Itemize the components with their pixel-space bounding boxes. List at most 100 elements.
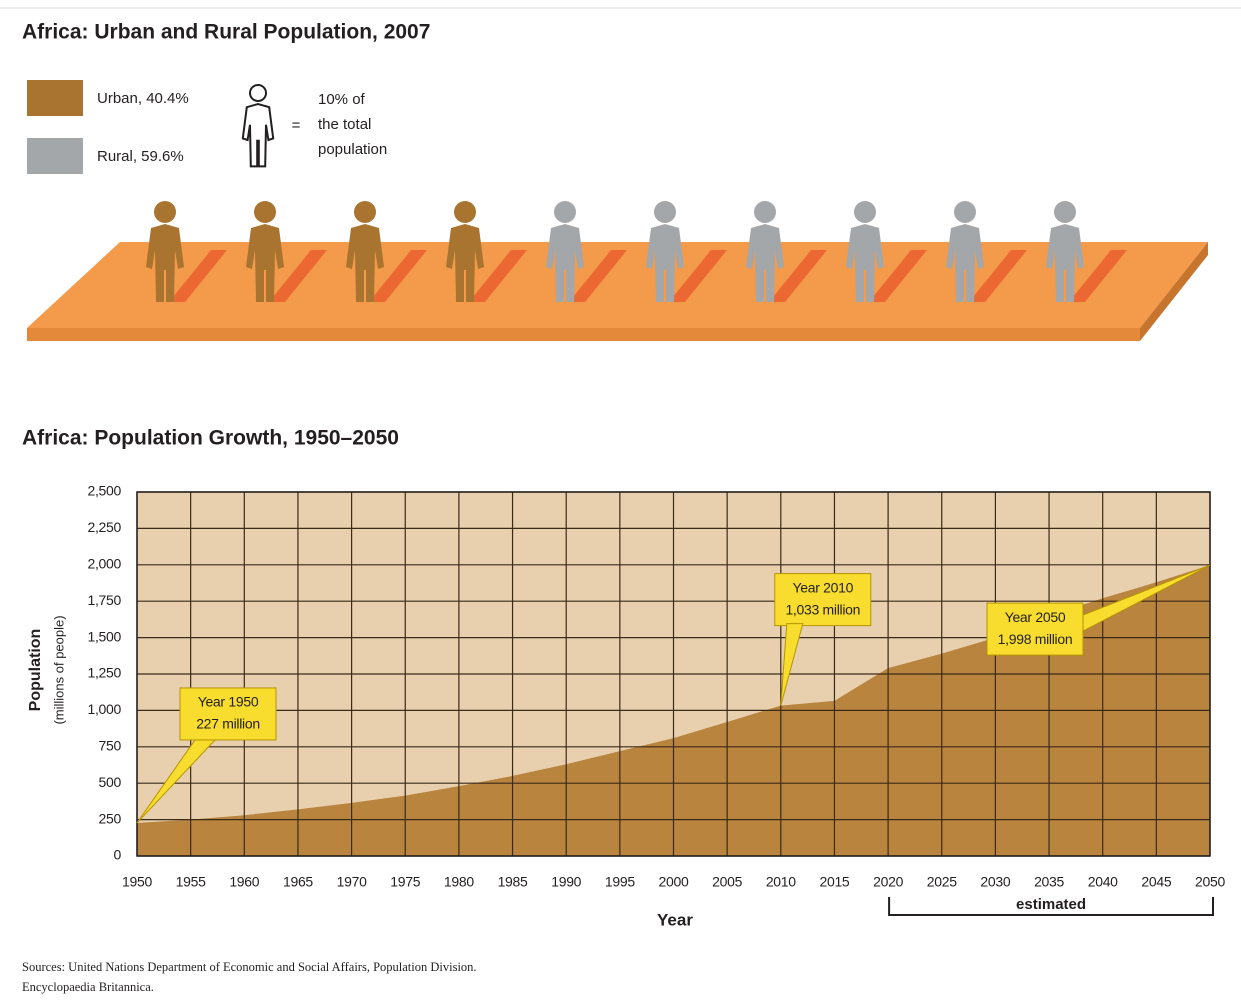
figure bbox=[746, 201, 784, 302]
y-tick-label: 500 bbox=[99, 774, 122, 790]
y-axis-label: Population bbox=[27, 629, 44, 712]
figure-head bbox=[354, 201, 376, 223]
figure-shadow bbox=[469, 250, 527, 302]
key-icon-body bbox=[241, 102, 275, 168]
x-tick-label: 1990 bbox=[551, 874, 581, 890]
callout-box bbox=[774, 573, 872, 627]
figure-body bbox=[746, 224, 784, 302]
y-tick-label: 750 bbox=[99, 738, 122, 754]
y-tick-label: 250 bbox=[99, 810, 122, 826]
key-label: 10% of bbox=[318, 91, 366, 108]
legend-swatch bbox=[27, 80, 83, 116]
figure-body bbox=[646, 224, 684, 302]
x-tick-label: 1955 bbox=[176, 874, 206, 890]
figure-body bbox=[846, 224, 884, 302]
figure bbox=[646, 201, 684, 302]
x-tick-label: 2000 bbox=[659, 874, 689, 890]
x-tick-label: 2025 bbox=[927, 874, 957, 890]
figure-head bbox=[154, 201, 176, 223]
legend-swatch bbox=[27, 138, 83, 174]
platform-side bbox=[1140, 242, 1208, 341]
legend-label: Rural, 59.6% bbox=[97, 148, 184, 165]
callout-box bbox=[986, 602, 1084, 656]
callout-pointer bbox=[780, 623, 804, 706]
y-tick-label: 1,000 bbox=[87, 701, 121, 717]
figure-head bbox=[954, 201, 976, 223]
source-line: Sources: United Nations Department of Ec… bbox=[22, 960, 477, 974]
figure-head bbox=[254, 201, 276, 223]
x-tick-label: 1965 bbox=[283, 874, 313, 890]
x-tick-label: 1970 bbox=[337, 874, 367, 890]
y-tick-label: 2,500 bbox=[87, 483, 121, 499]
figure-shadow bbox=[869, 250, 927, 302]
key-icon-head bbox=[249, 84, 267, 102]
key-label: population bbox=[318, 141, 387, 158]
x-tick-label: 2020 bbox=[873, 874, 903, 890]
y-axis-sublabel: (millions of people) bbox=[51, 615, 66, 724]
callout-text: 227 million bbox=[196, 716, 260, 732]
x-tick-label: 1960 bbox=[229, 874, 259, 890]
x-tick-label: 2015 bbox=[819, 874, 849, 890]
figure bbox=[1046, 201, 1084, 302]
figure-head bbox=[554, 201, 576, 223]
figure bbox=[846, 201, 884, 302]
figure-head bbox=[854, 201, 876, 223]
x-tick-label: 1975 bbox=[390, 874, 420, 890]
platform-front bbox=[27, 328, 1140, 341]
x-tick-label: 2030 bbox=[980, 874, 1010, 890]
y-tick-label: 1,750 bbox=[87, 592, 121, 608]
x-tick-label: 2005 bbox=[712, 874, 742, 890]
figure bbox=[346, 201, 384, 302]
x-tick-label: 1995 bbox=[605, 874, 635, 890]
figure-head bbox=[754, 201, 776, 223]
callout-pointer bbox=[1082, 564, 1211, 632]
figure-shadow bbox=[569, 250, 627, 302]
area-title: Africa: Population Growth, 1950–2050 bbox=[22, 427, 399, 450]
figure bbox=[946, 201, 984, 302]
pictogram-title: Africa: Urban and Rural Population, 2007 bbox=[22, 21, 430, 44]
figure-body bbox=[346, 224, 384, 302]
figure-body bbox=[246, 224, 284, 302]
legend-label: Urban, 40.4% bbox=[97, 90, 189, 107]
figure-body bbox=[446, 224, 484, 302]
figure-shadow bbox=[669, 250, 727, 302]
figure-body bbox=[1046, 224, 1084, 302]
y-tick-label: 1,500 bbox=[87, 628, 121, 644]
estimated-bracket bbox=[888, 897, 1214, 916]
x-tick-label: 2045 bbox=[1141, 874, 1171, 890]
plot-frame bbox=[136, 491, 1211, 857]
figure-shadow bbox=[169, 250, 227, 302]
callout-text: 1,033 million bbox=[785, 601, 860, 617]
equals-sign: = bbox=[292, 117, 301, 134]
figure-shadow bbox=[369, 250, 427, 302]
figure-head bbox=[1054, 201, 1076, 223]
key-label: the total bbox=[318, 116, 371, 133]
x-tick-label: 2040 bbox=[1088, 874, 1118, 890]
x-tick-label: 2035 bbox=[1034, 874, 1064, 890]
y-tick-label: 1,250 bbox=[87, 665, 121, 681]
y-tick-label: 2,250 bbox=[87, 519, 121, 535]
figure-shadow bbox=[769, 250, 827, 302]
x-axis-label: Year bbox=[657, 910, 693, 929]
callout-text: Year 2050 bbox=[1005, 609, 1066, 625]
figure-head bbox=[654, 201, 676, 223]
estimated-label: estimated bbox=[1016, 896, 1086, 913]
x-tick-label: 2010 bbox=[766, 874, 796, 890]
y-tick-label: 0 bbox=[114, 847, 122, 863]
figure bbox=[446, 201, 484, 302]
callout-text: 1,998 million bbox=[998, 631, 1073, 647]
figure bbox=[546, 201, 584, 302]
figure bbox=[146, 201, 184, 302]
figure-shadow bbox=[969, 250, 1027, 302]
callout-pointer bbox=[136, 739, 217, 824]
callout-box bbox=[179, 687, 277, 741]
x-tick-label: 1985 bbox=[498, 874, 528, 890]
callout-text: Year 1950 bbox=[198, 694, 259, 710]
y-tick-label: 2,000 bbox=[87, 556, 121, 572]
x-tick-label: 1980 bbox=[444, 874, 474, 890]
callout-text: Year 2010 bbox=[792, 579, 853, 595]
figure-body bbox=[946, 224, 984, 302]
figure-shadow bbox=[1069, 250, 1127, 302]
figure-shadow bbox=[269, 250, 327, 302]
